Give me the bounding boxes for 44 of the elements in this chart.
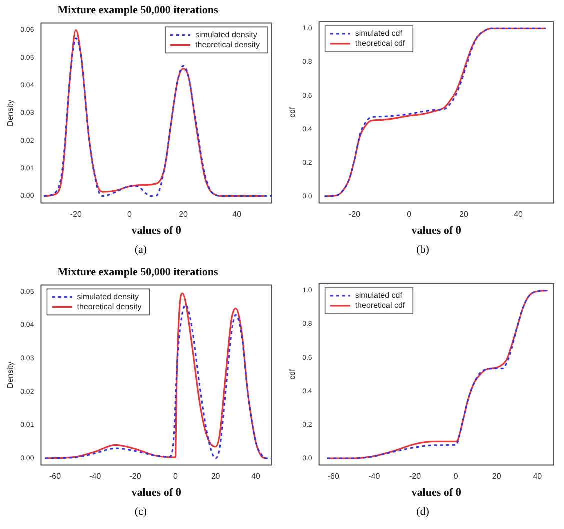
legend-label: simulated cdf xyxy=(355,29,404,38)
text: (c) xyxy=(134,505,148,520)
x-tick-label: -20 xyxy=(130,472,142,482)
x-tick-label: 0 xyxy=(454,472,459,482)
x-tick-label: -60 xyxy=(49,472,62,482)
legend-label: simulated cdf xyxy=(355,291,404,300)
x-tick-label: -20 xyxy=(349,210,362,220)
line-series xyxy=(324,28,547,198)
x-tick-label: 0 xyxy=(407,210,412,220)
y-axis-title: cdf xyxy=(288,368,298,380)
x-tick-label: -40 xyxy=(90,472,102,482)
legend-label: simulated density xyxy=(77,292,140,302)
x-tick-label: 20 xyxy=(178,210,188,220)
chart-title: Mixture example 50,000 iterations xyxy=(58,266,219,278)
x-tick-label: 40 xyxy=(232,210,242,220)
x-axis-title: values of θ xyxy=(132,487,182,500)
x-tick-label: 40 xyxy=(533,472,543,482)
x-tick-label: 40 xyxy=(251,472,261,482)
x-tick-label: -40 xyxy=(368,472,381,482)
legend-label: theoretical cdf xyxy=(355,39,406,48)
x-axis-title: values of θ xyxy=(132,225,182,238)
line-series xyxy=(326,290,549,460)
x-tick-label: 20 xyxy=(460,210,469,220)
x-tick-label: -20 xyxy=(70,210,82,220)
text: (d) xyxy=(416,505,430,520)
x-tick-label: -60 xyxy=(328,472,340,482)
x-tick-label: 20 xyxy=(211,472,221,482)
legend-label: theoretical density xyxy=(196,40,260,50)
y-axis-title: cdf xyxy=(288,106,298,118)
x-axis-title: values of θ xyxy=(412,487,462,500)
x-tick-label: 20 xyxy=(492,472,502,482)
legend-label: theoretical density xyxy=(77,302,142,312)
y-axis-title: Density xyxy=(6,362,16,389)
chart-title: Mixture example 50,000 iterations xyxy=(58,4,219,16)
x-tick-label: 0 xyxy=(173,472,178,482)
x-tick-label: -20 xyxy=(409,472,422,482)
y-axis-title: Density xyxy=(6,100,16,127)
text: (b) xyxy=(416,243,430,258)
legend-label: simulated density xyxy=(196,30,258,40)
x-axis-title: values of θ xyxy=(412,225,462,238)
legend-label: theoretical cdf xyxy=(355,301,406,310)
x-tick-label: 0 xyxy=(128,210,133,220)
x-tick-label: 40 xyxy=(514,210,524,220)
text: (a) xyxy=(134,243,148,258)
